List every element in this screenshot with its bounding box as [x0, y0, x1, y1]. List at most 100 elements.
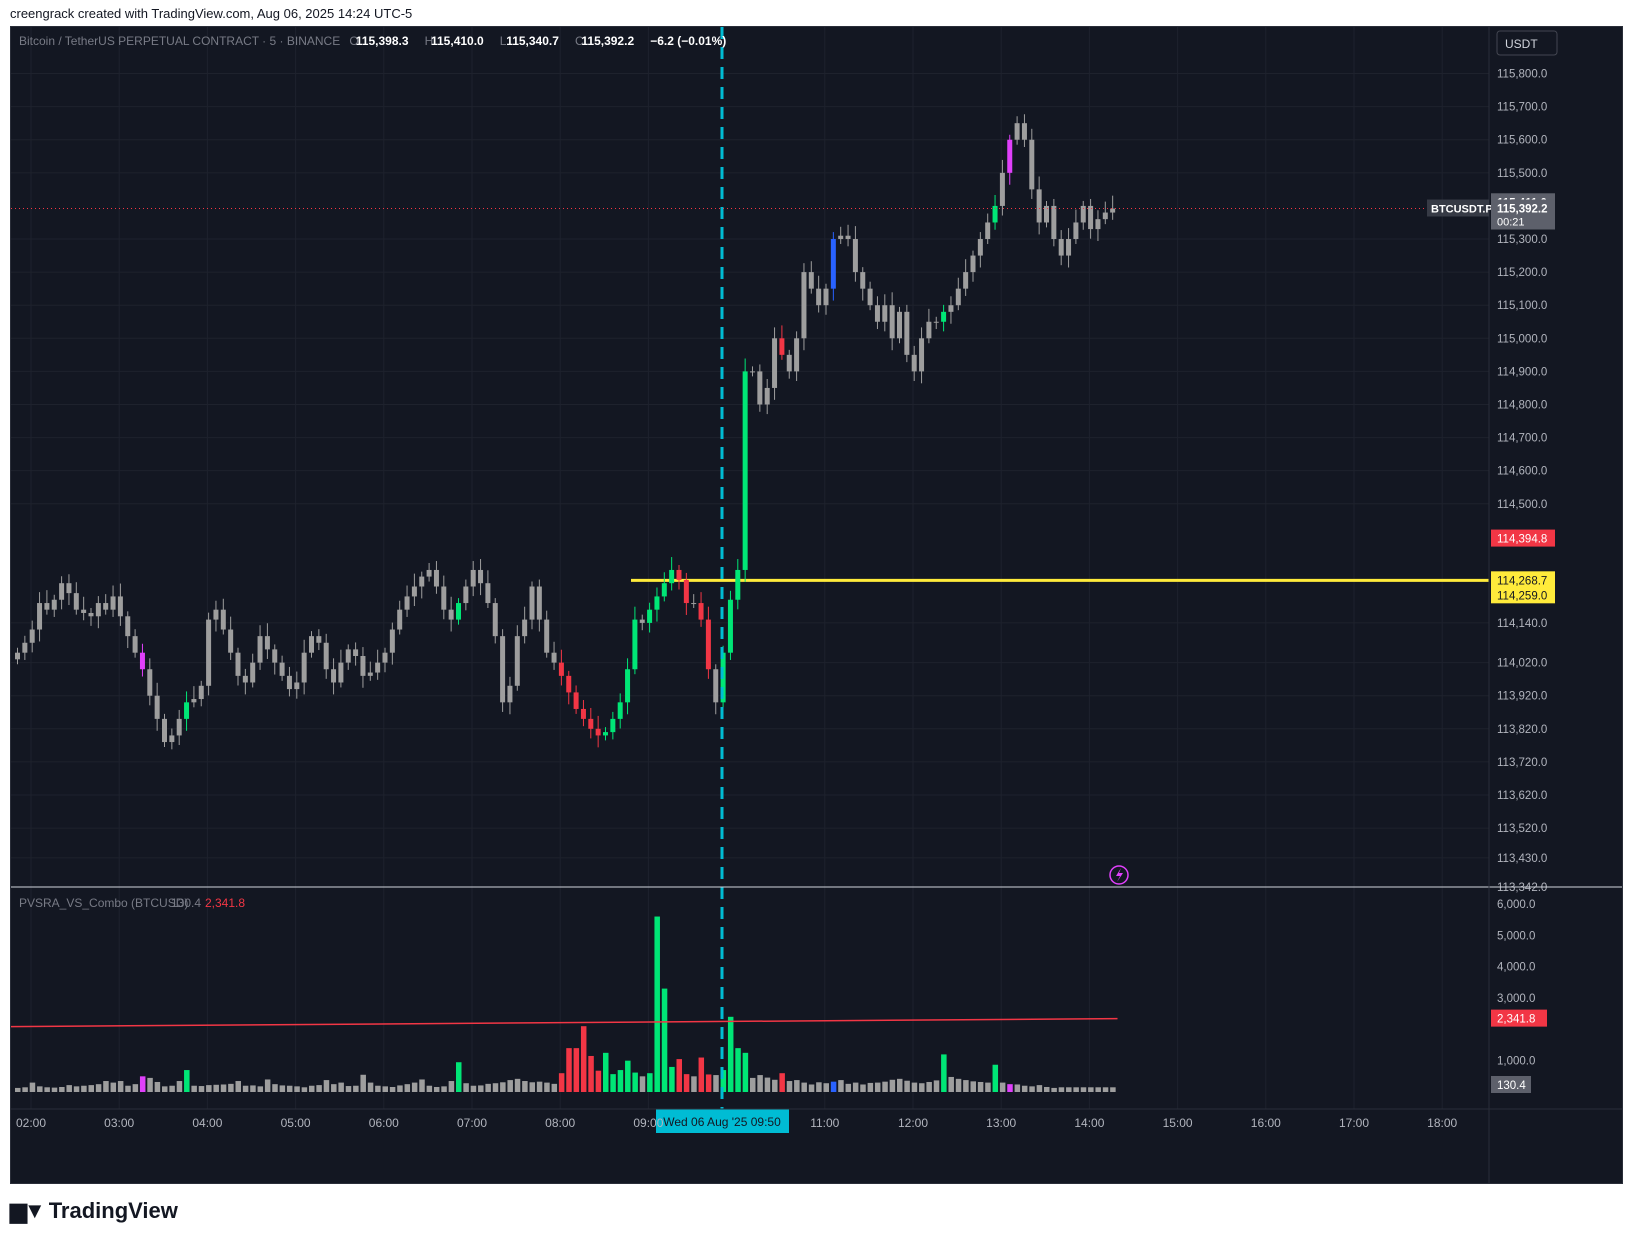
candle: [632, 606, 638, 675]
candle: [264, 623, 270, 659]
volume-bar: [676, 1059, 682, 1092]
chart-panel[interactable]: Wed 06 Aug '25 09:50 02:00 03:00 04:00 05:0…: [10, 26, 1623, 1184]
candle-body: [29, 629, 35, 643]
candle-body: [573, 692, 579, 709]
legend-h-value: 115,410.0: [431, 34, 484, 48]
candle-body: [1073, 222, 1079, 240]
volume-bar: [15, 1087, 21, 1092]
candle: [897, 306, 902, 344]
candle-body: [103, 603, 109, 610]
candle: [580, 700, 586, 727]
candle: [757, 364, 763, 412]
lightning-circle: [1109, 865, 1129, 885]
candle-body: [44, 603, 50, 610]
time-tick-label: 08:00: [545, 1116, 575, 1130]
volume-tick-label: 5,000.0: [1497, 930, 1535, 942]
volume-bar: [338, 1082, 344, 1092]
candle: [397, 600, 403, 635]
candle: [558, 649, 564, 686]
candle-body: [279, 662, 285, 676]
candle: [404, 585, 410, 617]
candle: [992, 195, 998, 230]
volume-bar: [139, 1076, 146, 1092]
candle-body: [15, 652, 20, 660]
candle: [823, 283, 829, 315]
volume-bar: [382, 1086, 388, 1092]
chart-svg[interactable]: Wed 06 Aug '25 09:50 02:00 03:00 04:00 05:0…: [10, 27, 1622, 1183]
volume-bar: [779, 1073, 785, 1092]
candle: [338, 649, 344, 688]
candle: [44, 590, 50, 615]
candle-body: [933, 321, 939, 323]
countdown-label: 00:21: [1497, 217, 1525, 229]
candle: [1029, 128, 1035, 199]
axes: 02:00 03:00 04:00 05:00 06:00 07:00 08:00 09:00…: [11, 27, 1622, 1183]
volume-bar: [1073, 1087, 1079, 1092]
volume-bar: [1058, 1087, 1065, 1092]
candle: [1066, 228, 1072, 268]
candle: [88, 608, 94, 626]
candle: [235, 647, 241, 686]
volume-bar: [95, 1084, 102, 1092]
volume-bar: [786, 1081, 793, 1092]
candle-body: [73, 593, 79, 610]
candle: [426, 563, 432, 582]
volume-bar: [1051, 1087, 1057, 1092]
volume-bar: [397, 1085, 403, 1092]
candle-body: [750, 371, 755, 373]
price-tick-label: 113,430.0: [1497, 853, 1547, 865]
volume-bar: [992, 1064, 999, 1092]
candle: [81, 596, 87, 621]
volume-bar: [742, 1052, 749, 1092]
price-tick-label: 113,342.0: [1497, 882, 1547, 894]
candle-body: [632, 619, 638, 670]
volume-bar: [286, 1085, 293, 1092]
candle-body: [323, 642, 329, 670]
volume-bar: [279, 1085, 286, 1092]
candle-body: [338, 662, 344, 683]
volume-bar: [360, 1074, 366, 1092]
candle: [955, 277, 961, 311]
volume-bar: [257, 1086, 264, 1092]
candle: [1051, 198, 1057, 247]
volume-bar: [353, 1085, 359, 1092]
candle: [1044, 200, 1049, 228]
candle: [1021, 114, 1027, 148]
candle: [808, 261, 814, 294]
volume-bar: [661, 988, 668, 1092]
candle-body: [331, 669, 337, 683]
volume-bar: [1102, 1087, 1109, 1092]
price-tick-label: 115,800.0: [1497, 69, 1547, 81]
grid: [11, 27, 1489, 1109]
volume-bar: [617, 1070, 624, 1092]
candle-body: [904, 311, 910, 355]
candle-body: [294, 682, 300, 690]
candle-body: [1044, 205, 1049, 223]
candle-body: [816, 288, 822, 306]
candle-body: [419, 576, 425, 587]
candle-body: [411, 586, 417, 597]
volume-bar: [720, 1070, 727, 1092]
candle: [963, 259, 969, 296]
volume-bar: [536, 1081, 543, 1092]
candle-body: [191, 699, 197, 703]
candle-body: [1007, 139, 1013, 173]
candle-body: [522, 619, 528, 637]
candle: [389, 622, 395, 665]
candle-body: [397, 609, 403, 630]
ma-line: [10, 1017, 1118, 1028]
volume-bar: [654, 916, 660, 1092]
volume-bar: [610, 1074, 616, 1092]
candle: [625, 658, 631, 715]
volume-bar: [44, 1087, 50, 1092]
candle-body: [536, 586, 542, 620]
volume-bar: [73, 1086, 80, 1092]
candle-body: [948, 305, 954, 312]
candle-body: [683, 579, 689, 604]
currency-button-label: USDT: [1505, 37, 1538, 51]
candle: [441, 575, 447, 620]
candle: [522, 606, 528, 644]
candle-body: [779, 338, 785, 355]
volume-bar: [1029, 1086, 1035, 1092]
price-tick-label: 114,800.0: [1497, 399, 1547, 411]
